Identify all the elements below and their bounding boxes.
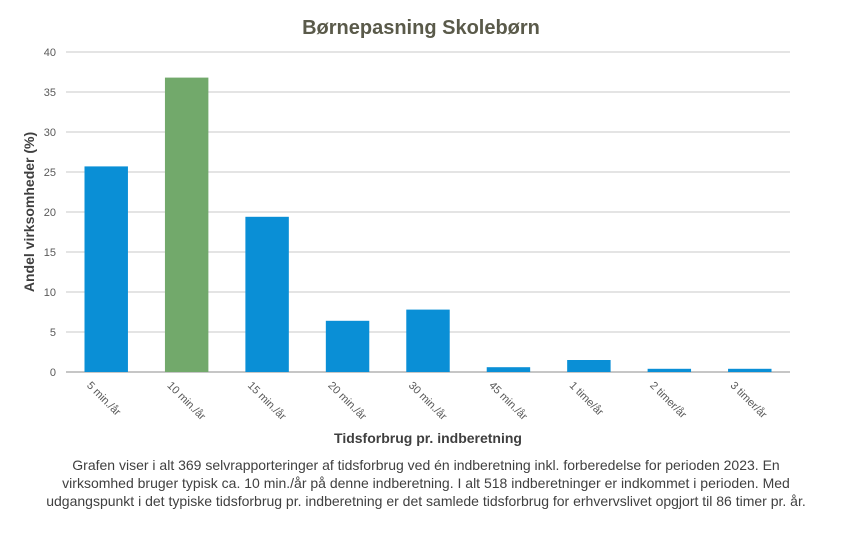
- bar: [486, 367, 531, 372]
- bar: [567, 360, 611, 372]
- x-tick-label: 15 min./år: [245, 380, 288, 423]
- y-tick-label: 40: [44, 47, 56, 59]
- x-tick-label: 10 min./år: [165, 380, 208, 423]
- y-tick-label: 0: [50, 367, 56, 379]
- bar: [647, 368, 692, 372]
- bar-chart: Børnepasning Skolebørn 0510152025303540 …: [21, 17, 790, 446]
- x-tick-label: 1 time/år: [567, 380, 606, 419]
- y-tick-label: 30: [44, 127, 56, 139]
- chart-title: Børnepasning Skolebørn: [302, 17, 540, 39]
- y-axis-label: Andel virksomheder (%): [21, 132, 37, 292]
- bar: [325, 320, 370, 372]
- x-tick-label: 20 min./år: [325, 380, 368, 423]
- y-tick-label: 20: [44, 207, 56, 219]
- y-tick-label: 10: [44, 287, 56, 299]
- y-tick-label: 35: [44, 87, 56, 99]
- bar: [728, 368, 772, 372]
- y-tick-label: 15: [44, 247, 56, 259]
- bar: [406, 309, 450, 372]
- bar: [84, 166, 128, 372]
- y-axis-ticks: 0 5 10 15 20 25 30 35 40: [44, 47, 56, 379]
- x-tick-label: 3 timer/år: [728, 380, 770, 422]
- x-tick-label: 5 min./år: [84, 380, 123, 419]
- bar: [164, 77, 209, 372]
- bar: [245, 216, 289, 372]
- y-tick-label: 25: [44, 167, 56, 179]
- x-tick-label: 30 min./år: [406, 380, 449, 423]
- x-axis-ticks: 5 min./år 10 min./år 15 min./år 20 min./år 3…: [84, 380, 769, 423]
- y-tick-label: 5: [50, 327, 56, 339]
- x-tick-label: 2 timer/år: [647, 380, 689, 422]
- chart-caption: Grafen viser i alt 369 selvrapporteringe…: [46, 457, 806, 509]
- x-tick-label: 45 min./år: [486, 380, 529, 423]
- x-axis-label: Tidsforbrug pr. indberetning: [334, 430, 522, 446]
- bars: [84, 77, 772, 372]
